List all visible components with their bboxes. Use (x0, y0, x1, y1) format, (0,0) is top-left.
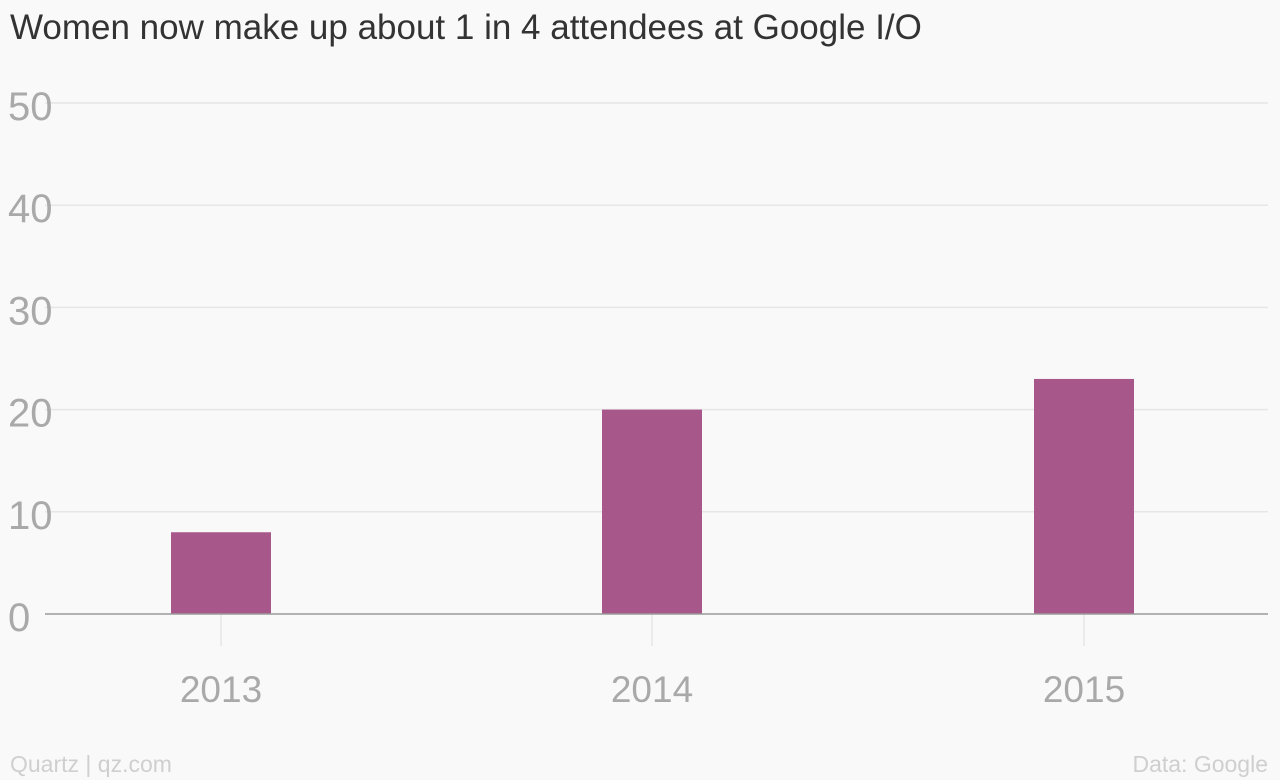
bar (602, 409, 702, 614)
x-tick-label: 2014 (611, 669, 693, 710)
y-tick-label: 40 (8, 187, 53, 231)
x-tick-label: 2015 (1043, 669, 1125, 710)
y-tick-label: 10 (8, 494, 53, 538)
y-tick-label: 0 (8, 596, 30, 640)
x-tick-label: 2013 (180, 669, 262, 710)
footer-source-credit: Quartz | qz.com (10, 751, 172, 777)
bar (1034, 378, 1134, 614)
y-tick-label: 20 (8, 392, 53, 436)
y-tick-label: 30 (8, 289, 53, 333)
y-tick-label: 50 (8, 85, 53, 129)
chart-title: Women now make up about 1 in 4 attendees… (10, 8, 922, 47)
footer-data-credit: Data: Google (1132, 751, 1268, 777)
bar (171, 532, 271, 614)
